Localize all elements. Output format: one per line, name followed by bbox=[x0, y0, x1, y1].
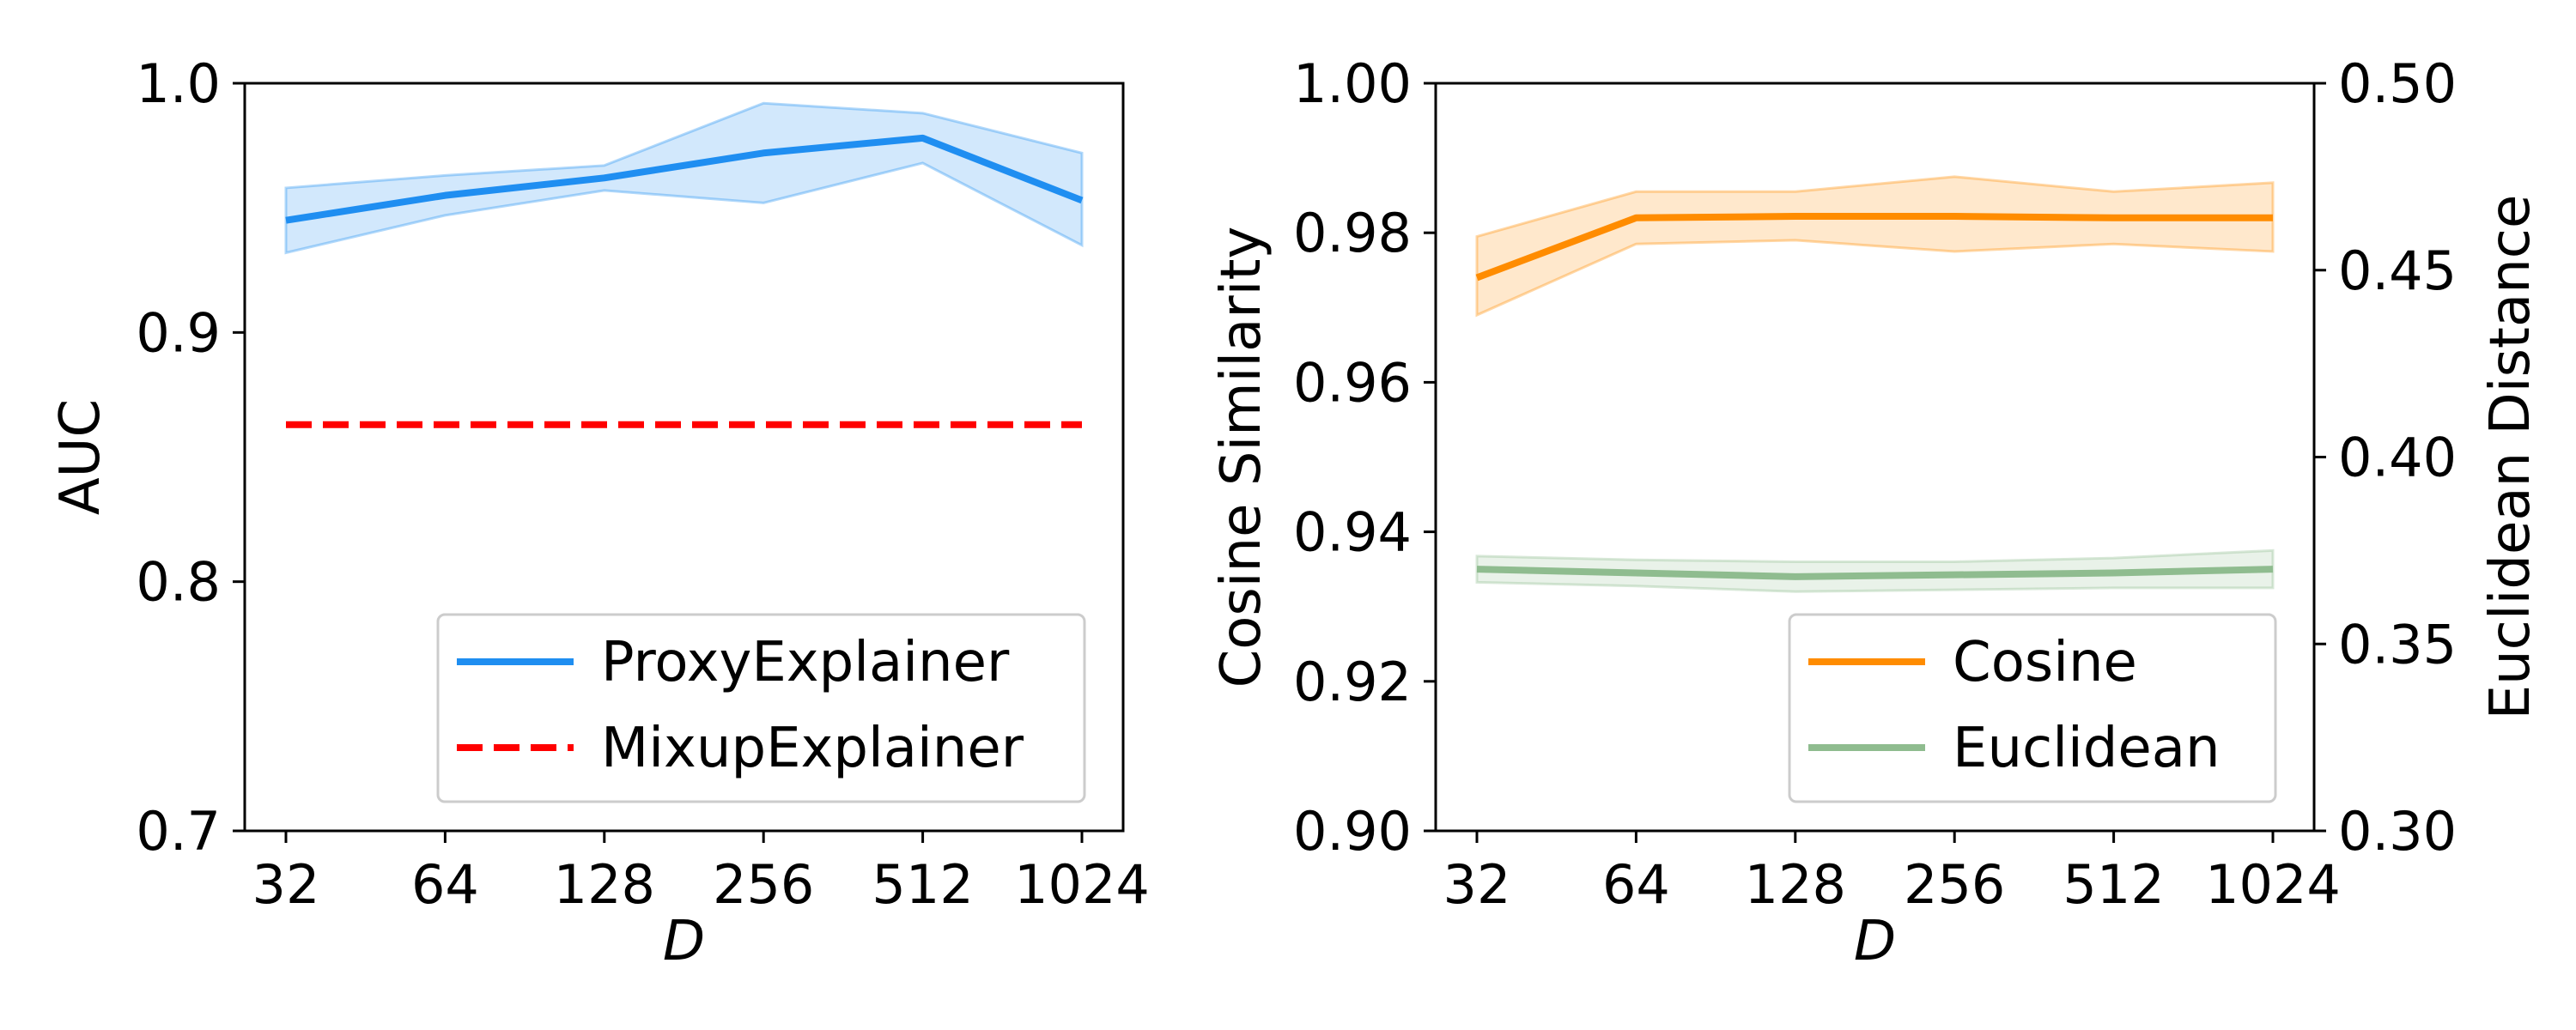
x-tick-label: 64 bbox=[411, 853, 479, 916]
series-line-cosine bbox=[1475, 213, 2273, 282]
y-tick-label: 0.92 bbox=[1293, 651, 1412, 713]
y-right-tick-label: 0.45 bbox=[2338, 239, 2457, 302]
y-right-tick-label: 0.50 bbox=[2338, 52, 2457, 115]
legend: Cosine Euclidean bbox=[1788, 613, 2277, 803]
series-band-euclidean bbox=[1475, 548, 2275, 593]
y-axis-label: AUC bbox=[49, 399, 112, 515]
y-tick-label: 0.96 bbox=[1293, 351, 1412, 414]
y-tick-label: 0.94 bbox=[1293, 501, 1412, 564]
auc-chart: 32 64 128 256 512 1024 0.7 0.8 0.9 1.0 D AUC ProxyEx… bbox=[49, 52, 1150, 973]
y-tick-label: 0.7 bbox=[136, 800, 221, 863]
y-right-tick-label: 0.30 bbox=[2338, 800, 2457, 863]
legend-label-mixupexplainer: MixupExplainer bbox=[601, 717, 1024, 780]
x-tick-label: 256 bbox=[713, 853, 814, 916]
plot-frame bbox=[243, 82, 1125, 833]
x-tick-label: 128 bbox=[554, 853, 655, 916]
y-tick-label: 0.98 bbox=[1293, 202, 1412, 264]
legend-label-cosine: Cosine bbox=[1953, 631, 2137, 694]
x-tick-label: 32 bbox=[252, 853, 320, 916]
x-tick-label: 128 bbox=[1745, 853, 1846, 916]
y-right-tick-label: 0.40 bbox=[2338, 427, 2457, 489]
x-tick-label: 1024 bbox=[2205, 853, 2341, 916]
series-line-euclidean bbox=[1476, 566, 2274, 580]
legend-box bbox=[436, 613, 1086, 803]
series-band-cosine bbox=[1475, 175, 2275, 318]
legend: ProxyExplainer MixupExplainer bbox=[436, 613, 1086, 803]
x-axis-label: D bbox=[1854, 910, 1896, 973]
series-line-proxyexplainer bbox=[285, 134, 1084, 224]
y-right-axis-label: Euclidean Distance bbox=[2479, 195, 2543, 720]
y-tick-label: 0.8 bbox=[136, 551, 221, 614]
similarity-chart: 32 64 128 256 512 1024 0.90 0.92 0.94 0.96 0.98 1.0… bbox=[1210, 52, 2543, 973]
x-axis-label: D bbox=[663, 910, 705, 973]
y-tick-label: 1.00 bbox=[1293, 52, 1412, 115]
x-tick-label: 512 bbox=[2063, 853, 2164, 916]
x-tick-label: 32 bbox=[1443, 853, 1511, 916]
y-tick-label: 0.90 bbox=[1293, 800, 1412, 863]
x-tick-label: 64 bbox=[1602, 853, 1670, 916]
legend-label-proxyexplainer: ProxyExplainer bbox=[601, 631, 1010, 694]
y-right-tick-label: 0.35 bbox=[2338, 613, 2457, 676]
series-band-proxyexplainer bbox=[284, 101, 1084, 255]
legend-label-euclidean: Euclidean bbox=[1953, 717, 2221, 780]
y-axis-label: Cosine Similarity bbox=[1210, 227, 1273, 688]
x-tick-label: 1024 bbox=[1014, 853, 1150, 916]
x-tick-label: 256 bbox=[1904, 853, 2005, 916]
y-tick-label: 0.9 bbox=[136, 301, 221, 364]
y-tick-label: 1.0 bbox=[136, 52, 221, 115]
x-tick-label: 512 bbox=[872, 853, 973, 916]
